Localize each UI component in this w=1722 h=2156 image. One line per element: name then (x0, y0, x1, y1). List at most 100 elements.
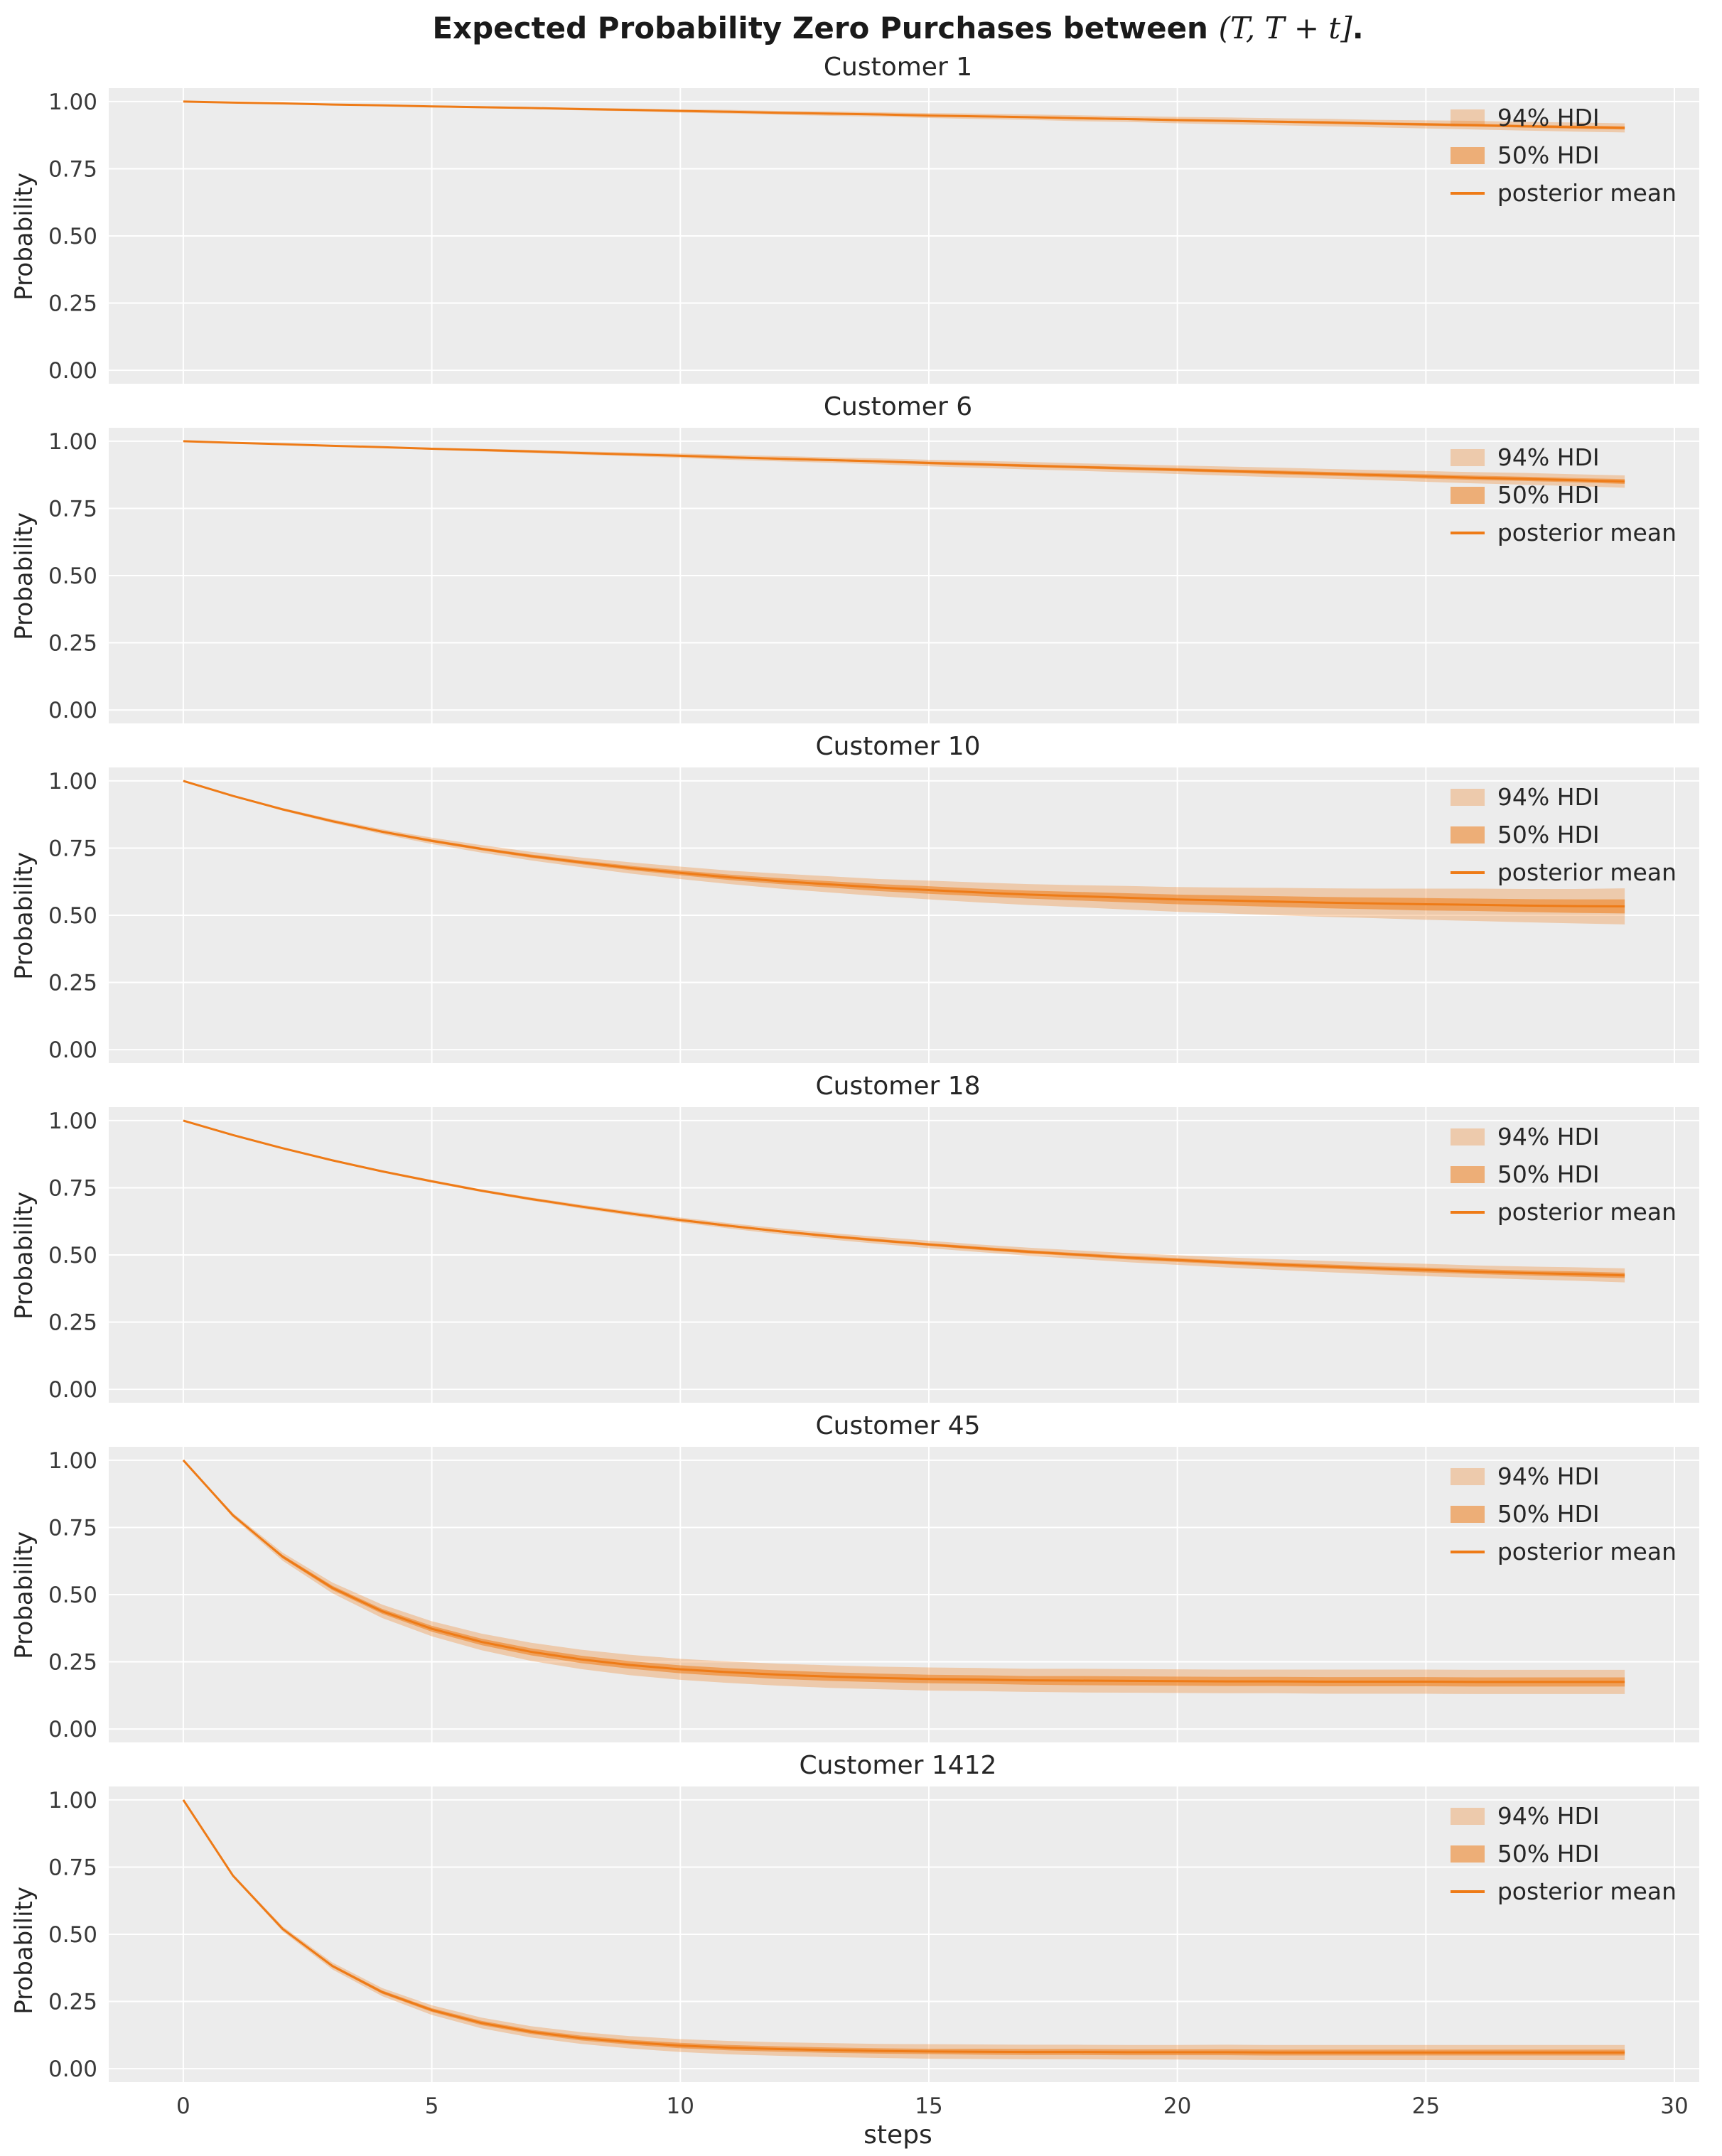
legend-label: 94% HDI (1497, 1462, 1600, 1490)
legend-item-50hdi: 50% HDI (1450, 821, 1677, 848)
svg-text:1.00: 1.00 (48, 90, 97, 115)
svg-text:0.25: 0.25 (48, 971, 97, 996)
subplot-customer-1412: Customer 1412 Probability 0.00 0.25 0.50 0.… (7, 1750, 1715, 2120)
y-axis-label: Probability (10, 1531, 38, 1659)
svg-text:0.25: 0.25 (48, 1650, 97, 1676)
legend-label: posterior mean (1497, 519, 1677, 546)
chart-canvas: 0.00 0.25 0.50 0.75 1.00 (48, 428, 1699, 723)
subplot-customer-6: Customer 6 Probability 0.00 0.25 0.50 0.75 1… (7, 391, 1715, 731)
svg-text:10: 10 (667, 2093, 694, 2119)
svg-text:0: 0 (176, 2093, 190, 2119)
hdi50-patch (1450, 486, 1485, 504)
svg-text:0.50: 0.50 (48, 1583, 97, 1608)
svg-text:0.00: 0.00 (48, 698, 97, 723)
svg-text:0.75: 0.75 (48, 836, 97, 861)
legend: 94% HDI 50% HDI posterior mean (1450, 443, 1677, 546)
figure-title-period: . (1352, 11, 1364, 45)
subplot-customer-1: Customer 1 Probability 0.00 0.25 0.50 0.75 1… (7, 51, 1715, 391)
legend-label: 50% HDI (1497, 141, 1600, 169)
svg-text:0.25: 0.25 (48, 1990, 97, 2015)
hdi50-patch (1450, 826, 1485, 843)
svg-text:0.50: 0.50 (48, 903, 97, 929)
svg-text:30: 30 (1660, 2093, 1688, 2119)
subplot-customer-10: Customer 10 Probability 0.00 0.25 0.50 0.75… (7, 731, 1715, 1070)
svg-text:0.50: 0.50 (48, 224, 97, 249)
legend-item-94hdi: 94% HDI (1450, 1462, 1677, 1490)
legend-item-posterior-mean: posterior mean (1450, 1538, 1677, 1565)
svg-text:25: 25 (1412, 2093, 1440, 2119)
legend: 94% HDI 50% HDI posterior mean (1450, 1462, 1677, 1565)
subplot-title: Customer 1 (823, 53, 973, 82)
svg-text:0.50: 0.50 (48, 1922, 97, 1948)
legend: 94% HDI 50% HDI posterior mean (1450, 1802, 1677, 1905)
subplot-title: Customer 10 (815, 732, 981, 761)
svg-text:1.00: 1.00 (48, 1448, 97, 1474)
legend: 94% HDI 50% HDI posterior mean (1450, 783, 1677, 886)
figure-title: Expected Probability Zero Purchases betw… (7, 9, 1715, 48)
posterior-mean-line-sample (1450, 531, 1485, 534)
subplot-title: Customer 18 (815, 1072, 981, 1101)
subplot-customer-18: Customer 18 Probability 0.00 0.25 0.50 0.75… (7, 1070, 1715, 1410)
figure-title-math: (T, T + t] (1218, 11, 1352, 45)
legend-label: 94% HDI (1497, 104, 1600, 131)
svg-text:0.75: 0.75 (48, 156, 97, 182)
posterior-mean-line-sample (1450, 1210, 1485, 1214)
legend-item-posterior-mean: posterior mean (1450, 1877, 1677, 1905)
svg-text:0.00: 0.00 (48, 1037, 97, 1063)
svg-text:0.50: 0.50 (48, 564, 97, 589)
hdi94-patch (1450, 788, 1485, 806)
legend-item-94hdi: 94% HDI (1450, 443, 1677, 471)
hdi94-patch (1450, 448, 1485, 466)
subplot-title: Customer 1412 (799, 1751, 997, 1780)
legend-item-50hdi: 50% HDI (1450, 1160, 1677, 1188)
plot-area: 0.00 0.25 0.50 0.75 1.00 94% HDI 50% HDI pos… (41, 84, 1708, 389)
legend-label: 50% HDI (1497, 821, 1600, 848)
legend-item-94hdi: 94% HDI (1450, 104, 1677, 131)
svg-text:0.75: 0.75 (48, 1855, 97, 1880)
y-axis-label: Probability (10, 173, 38, 301)
plot-area: 0.00 0.25 0.50 0.75 1.00 94% HDI 50% HDI pos… (41, 424, 1708, 729)
hdi50-patch (1450, 1505, 1485, 1523)
svg-text:0.50: 0.50 (48, 1243, 97, 1268)
plot-area: 0.00 0.25 0.50 0.75 1.00 94% HDI 50% HDI pos… (41, 1443, 1708, 1748)
plot-area: 0.00 0.25 0.50 0.75 1.00 94% HDI 50% HDI pos… (41, 1103, 1708, 1408)
posterior-mean-line-sample (1450, 871, 1485, 874)
chart-canvas: 0.00 0.25 0.50 0.75 1.00 0 5 10 15 20 25 30 (48, 1786, 1699, 2119)
svg-text:15: 15 (915, 2093, 942, 2119)
legend-label: posterior mean (1497, 179, 1677, 207)
legend-item-posterior-mean: posterior mean (1450, 179, 1677, 207)
legend-label: posterior mean (1497, 1198, 1677, 1226)
legend-label: 94% HDI (1497, 1802, 1600, 1830)
svg-text:1.00: 1.00 (48, 769, 97, 794)
legend: 94% HDI 50% HDI posterior mean (1450, 1123, 1677, 1226)
svg-text:0.25: 0.25 (48, 1310, 97, 1336)
legend-item-94hdi: 94% HDI (1450, 783, 1677, 811)
svg-text:1.00: 1.00 (48, 1788, 97, 1813)
plot-area: 0.00 0.25 0.50 0.75 1.00 94% HDI 50% HDI pos… (41, 763, 1708, 1069)
legend-label: 94% HDI (1497, 783, 1600, 811)
legend-label: 94% HDI (1497, 443, 1600, 471)
svg-text:1.00: 1.00 (48, 429, 97, 455)
posterior-mean-line-sample (1450, 1550, 1485, 1553)
svg-text:0.00: 0.00 (48, 2057, 97, 2082)
legend-item-50hdi: 50% HDI (1450, 1840, 1677, 1867)
x-axis-label: steps (863, 2120, 932, 2150)
hdi94-patch (1450, 1807, 1485, 1825)
svg-text:5: 5 (425, 2093, 439, 2119)
svg-text:0.25: 0.25 (48, 291, 97, 317)
hdi50-patch (1450, 1165, 1485, 1183)
legend: 94% HDI 50% HDI posterior mean (1450, 104, 1677, 207)
svg-text:0.75: 0.75 (48, 1175, 97, 1201)
legend-label: 50% HDI (1497, 481, 1600, 509)
legend-item-94hdi: 94% HDI (1450, 1802, 1677, 1830)
posterior-mean-line-sample (1450, 191, 1485, 195)
subplot-title: Customer 6 (823, 392, 973, 421)
posterior-mean-line-sample (1450, 1890, 1485, 1893)
svg-text:0.75: 0.75 (48, 1515, 97, 1541)
chart-canvas: 0.00 0.25 0.50 0.75 1.00 (48, 767, 1699, 1063)
legend-item-posterior-mean: posterior mean (1450, 858, 1677, 886)
hdi94-patch (1450, 1467, 1485, 1485)
svg-text:0.00: 0.00 (48, 1717, 97, 1742)
svg-text:0.25: 0.25 (48, 631, 97, 657)
